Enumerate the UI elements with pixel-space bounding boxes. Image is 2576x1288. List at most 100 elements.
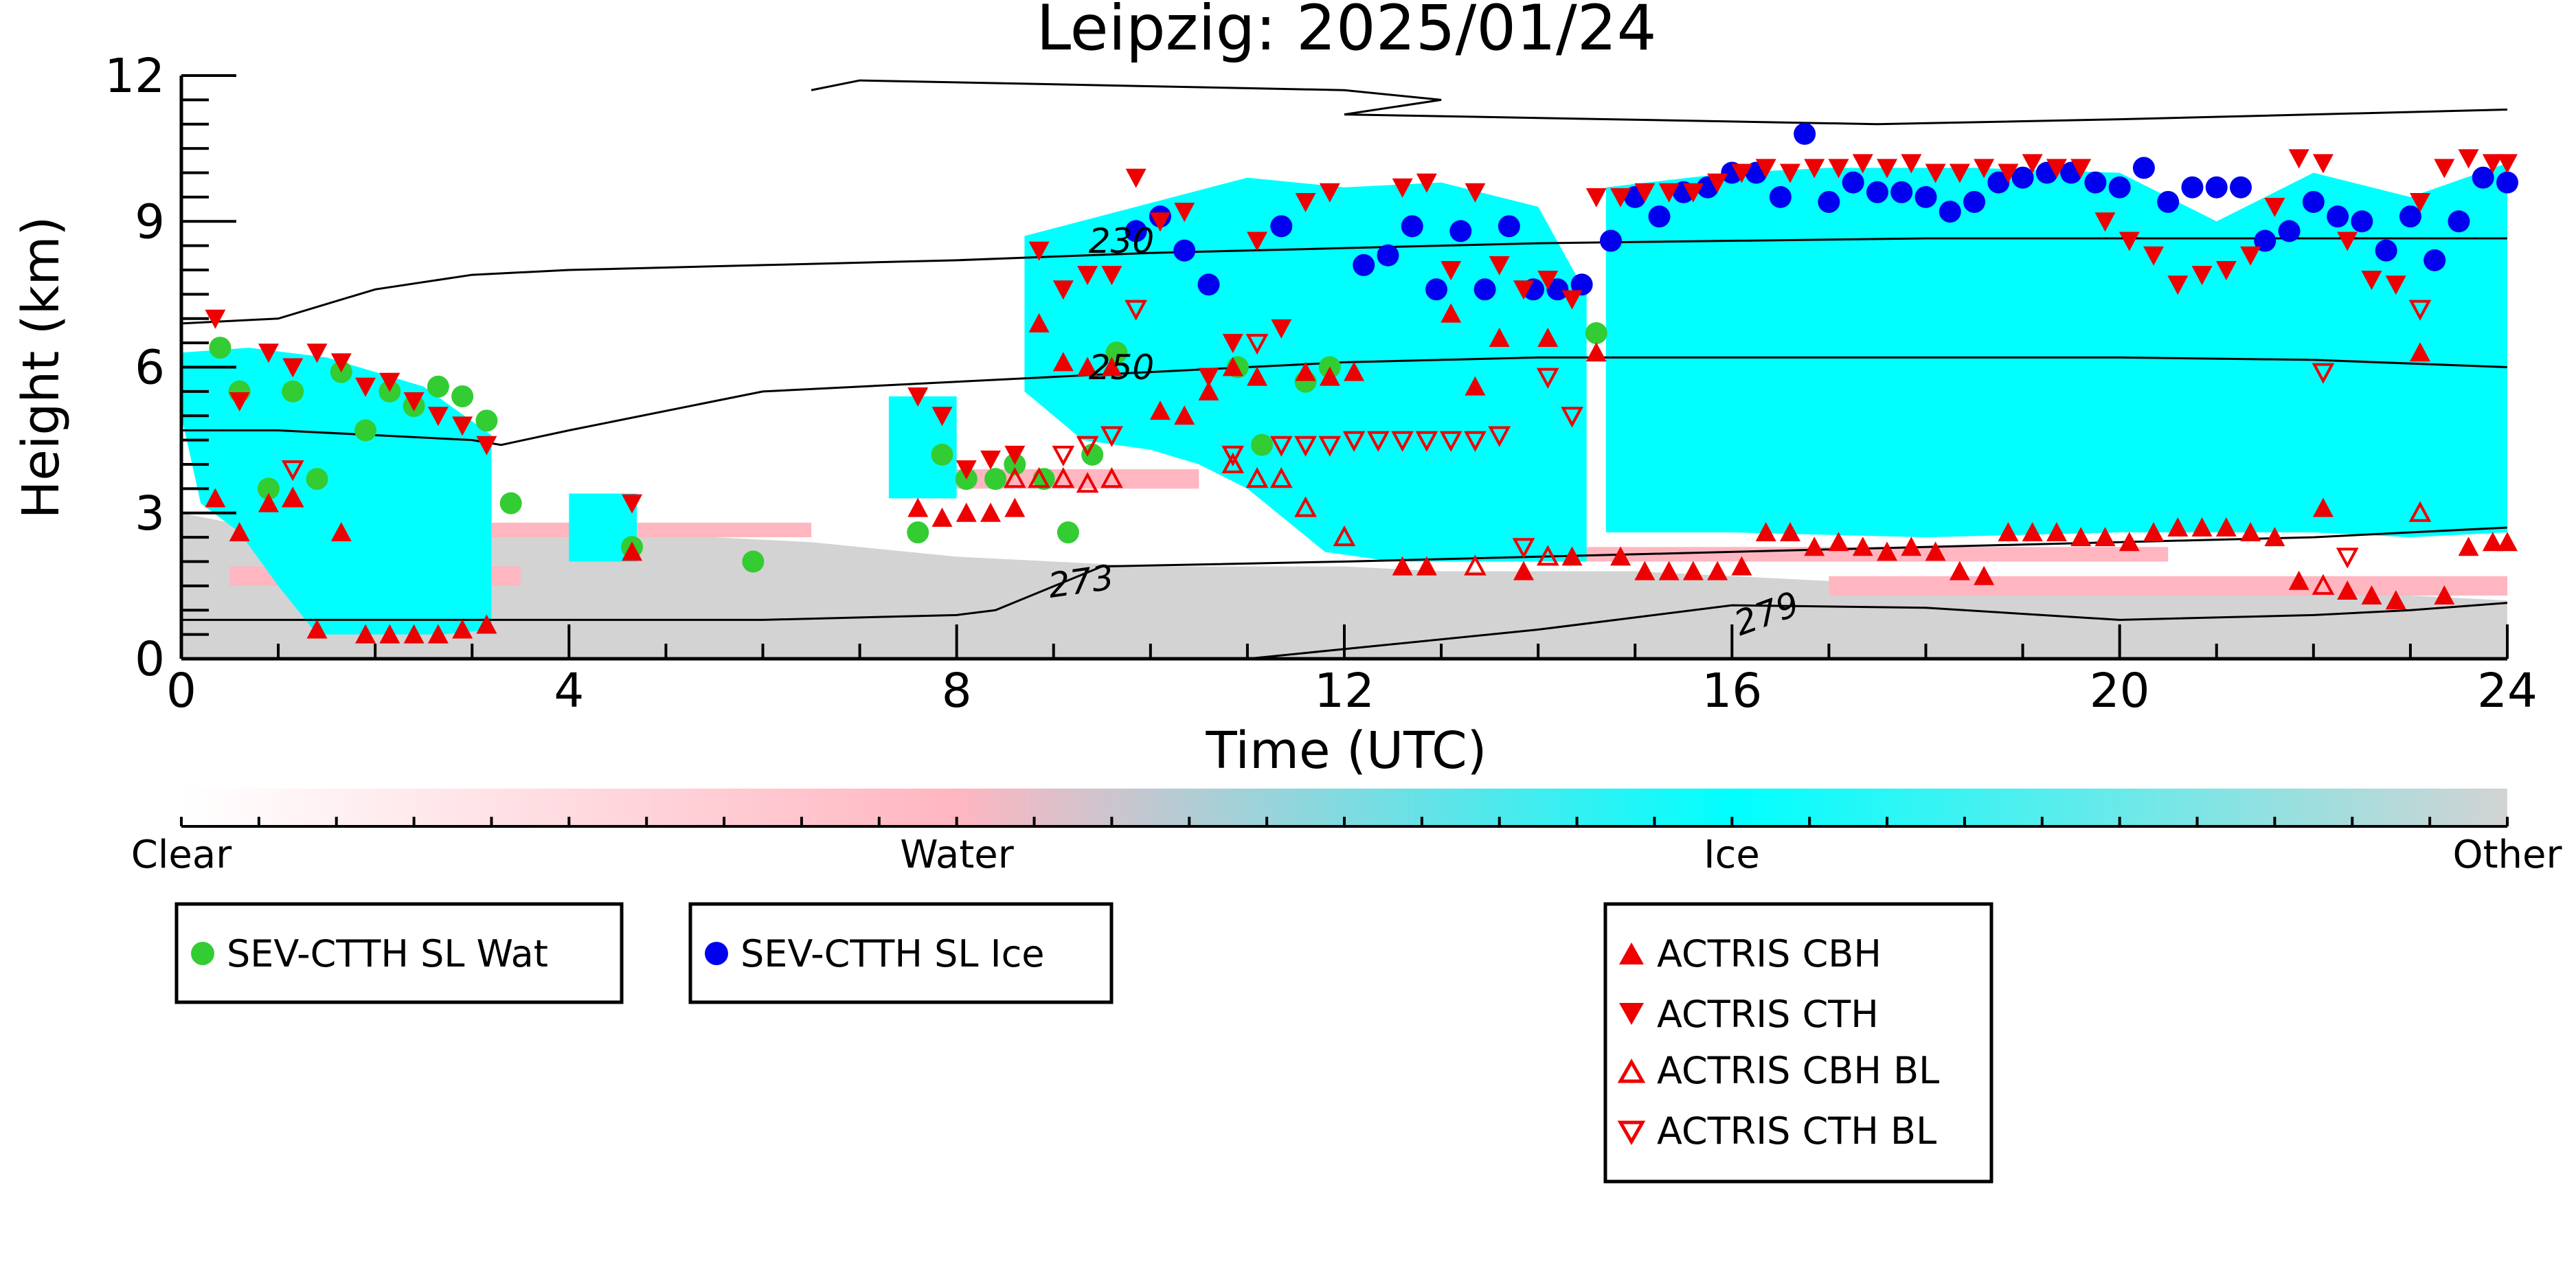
colorbar-label-other: Other bbox=[2452, 833, 2562, 877]
actris-cbh-point bbox=[2264, 527, 2285, 547]
actris-cbh-bl-point bbox=[1333, 525, 1356, 547]
actris-cbh-point bbox=[1004, 497, 1026, 517]
actris-cbh-point bbox=[1901, 536, 1922, 556]
actris-cbh-point bbox=[1561, 546, 1583, 566]
sev-ctth-sl-wat-point bbox=[984, 468, 1007, 490]
actris-cbh-point bbox=[1852, 536, 1873, 556]
legend-label-cbh-bl: ACTRIS CBH BL bbox=[1657, 1049, 1939, 1092]
actris-cbh-point bbox=[622, 541, 643, 561]
actris-cth-point bbox=[2312, 154, 2334, 174]
actris-cth-point bbox=[2410, 192, 2431, 212]
actris-cbh-point bbox=[2119, 532, 2140, 552]
x-tick-label: 0 bbox=[166, 664, 196, 719]
actris-cbh-point bbox=[1779, 522, 1800, 542]
actris-cth-point bbox=[1198, 368, 1219, 387]
actris-cth-point bbox=[1319, 183, 1340, 203]
actris-cth-bl-point bbox=[1342, 431, 1366, 452]
legend-marker-sev-ice bbox=[705, 942, 728, 965]
actris-cbh-point bbox=[2094, 527, 2116, 547]
sev-ctth-sl-ice-point bbox=[1197, 273, 1220, 296]
actris-cth-point bbox=[1561, 290, 1583, 310]
actris-cth-bl-point bbox=[1221, 445, 1245, 467]
legend-label-sev-wat: SEV-CTTH SL Wat bbox=[227, 932, 548, 975]
y-axis-label: Height (km) bbox=[12, 216, 71, 519]
actris-cbh-point bbox=[1295, 361, 1316, 381]
legend-label-cbh: ACTRIS CBH bbox=[1657, 932, 1882, 975]
actris-cbh-point bbox=[1198, 381, 1219, 400]
actris-cth-point bbox=[306, 343, 328, 363]
actris-cth-point bbox=[907, 387, 929, 407]
sev-ctth-sl-ice-point bbox=[2230, 176, 2252, 199]
legend-marker-sev-wat bbox=[191, 942, 214, 965]
sev-ctth-sl-wat-point bbox=[499, 492, 522, 515]
actris-cth-point bbox=[1222, 334, 1243, 354]
actris-cbh-point bbox=[1392, 556, 1413, 576]
actris-cbh-point bbox=[2143, 522, 2165, 542]
actris-cbh-point bbox=[1731, 556, 1752, 576]
actris-cth-point bbox=[1149, 212, 1171, 232]
sev-ctth-sl-wat-point bbox=[931, 443, 953, 466]
actris-cbh-point bbox=[1828, 532, 1849, 552]
sev-ctth-sl-ice-point bbox=[1890, 181, 1913, 203]
sev-ctth-sl-ice-point bbox=[2424, 249, 2446, 271]
actris-cth-point bbox=[1465, 183, 1486, 203]
isotherm-label-230: 230 bbox=[1089, 221, 1154, 261]
actris-cbh-point bbox=[2497, 532, 2518, 552]
sev-ctth-sl-ice-point bbox=[1401, 215, 1423, 238]
actris-cbh-point bbox=[1634, 561, 1656, 580]
actris-cth-point bbox=[2264, 198, 2285, 218]
actris-cbh-point bbox=[1755, 522, 1776, 542]
actris-cbh-point bbox=[1149, 400, 1171, 420]
actris-cbh-point bbox=[1925, 541, 1946, 561]
sev-ctth-sl-ice-point bbox=[1794, 122, 1816, 145]
sev-ctth-sl-ice-point bbox=[2351, 210, 2373, 233]
legend-box bbox=[1603, 902, 1993, 1184]
actris-cth-point bbox=[1489, 256, 1510, 275]
legend-marker-cbh bbox=[1619, 942, 1644, 964]
actris-cbh-point bbox=[980, 502, 1002, 522]
actris-cth-point bbox=[1052, 280, 1074, 300]
actris-cbh-point bbox=[1658, 561, 1680, 580]
actris-cbh-point bbox=[2458, 536, 2479, 556]
actris-cbh-point bbox=[476, 614, 497, 634]
isotherm-label-250: 250 bbox=[1089, 348, 1154, 387]
actris-cth-point bbox=[1974, 159, 1995, 179]
x-tick-label: 20 bbox=[2090, 664, 2150, 719]
actris-cth-point bbox=[2288, 149, 2309, 169]
actris-cbh-point bbox=[2167, 517, 2189, 536]
actris-cth-point bbox=[1440, 261, 1462, 280]
actris-cbh-point bbox=[1998, 522, 2019, 542]
actris-cth-point bbox=[931, 407, 953, 427]
actris-cbh-point bbox=[1416, 556, 1437, 576]
ice-class-region bbox=[181, 348, 492, 635]
actris-cbh-point bbox=[1440, 303, 1462, 323]
actris-cth-point bbox=[2240, 246, 2261, 266]
actris-cth-point bbox=[1779, 163, 1800, 183]
actris-cbh-point bbox=[2361, 585, 2382, 605]
actris-cbh-point bbox=[2385, 590, 2406, 610]
actris-cbh-point bbox=[1077, 357, 1098, 376]
actris-cth-point bbox=[1028, 241, 1050, 261]
sev-ctth-sl-wat-point bbox=[282, 380, 304, 403]
sev-ctth-sl-ice-point bbox=[1125, 220, 1147, 242]
actris-cbh-point bbox=[1247, 366, 1268, 386]
isotherm-279 bbox=[1247, 602, 2507, 659]
sev-ctth-sl-ice-point bbox=[2302, 190, 2325, 213]
legend-box bbox=[688, 902, 1114, 1004]
actris-cth-bl-point bbox=[1318, 436, 1342, 457]
actris-cbh-point bbox=[2240, 522, 2261, 542]
sev-ctth-sl-ice-point bbox=[2254, 229, 2276, 252]
actris-cbh-bl-point bbox=[1052, 467, 1075, 488]
actris-cth-point bbox=[355, 377, 376, 397]
actris-cth-bl-point bbox=[2336, 547, 2359, 569]
ice-class-region bbox=[888, 396, 957, 499]
x-tick-label: 16 bbox=[1702, 664, 1762, 719]
actris-cbh-point bbox=[2191, 517, 2213, 536]
sev-ctth-sl-ice-point bbox=[2108, 176, 2131, 199]
actris-cbh-bl-point bbox=[1464, 554, 1487, 576]
sev-ctth-sl-wat-point bbox=[1081, 443, 1104, 466]
legend-sev-wat: SEV-CTTH SL Wat bbox=[174, 902, 624, 1004]
actris-cth-point bbox=[1392, 178, 1413, 198]
actris-cbh-bl-point bbox=[1294, 496, 1317, 517]
